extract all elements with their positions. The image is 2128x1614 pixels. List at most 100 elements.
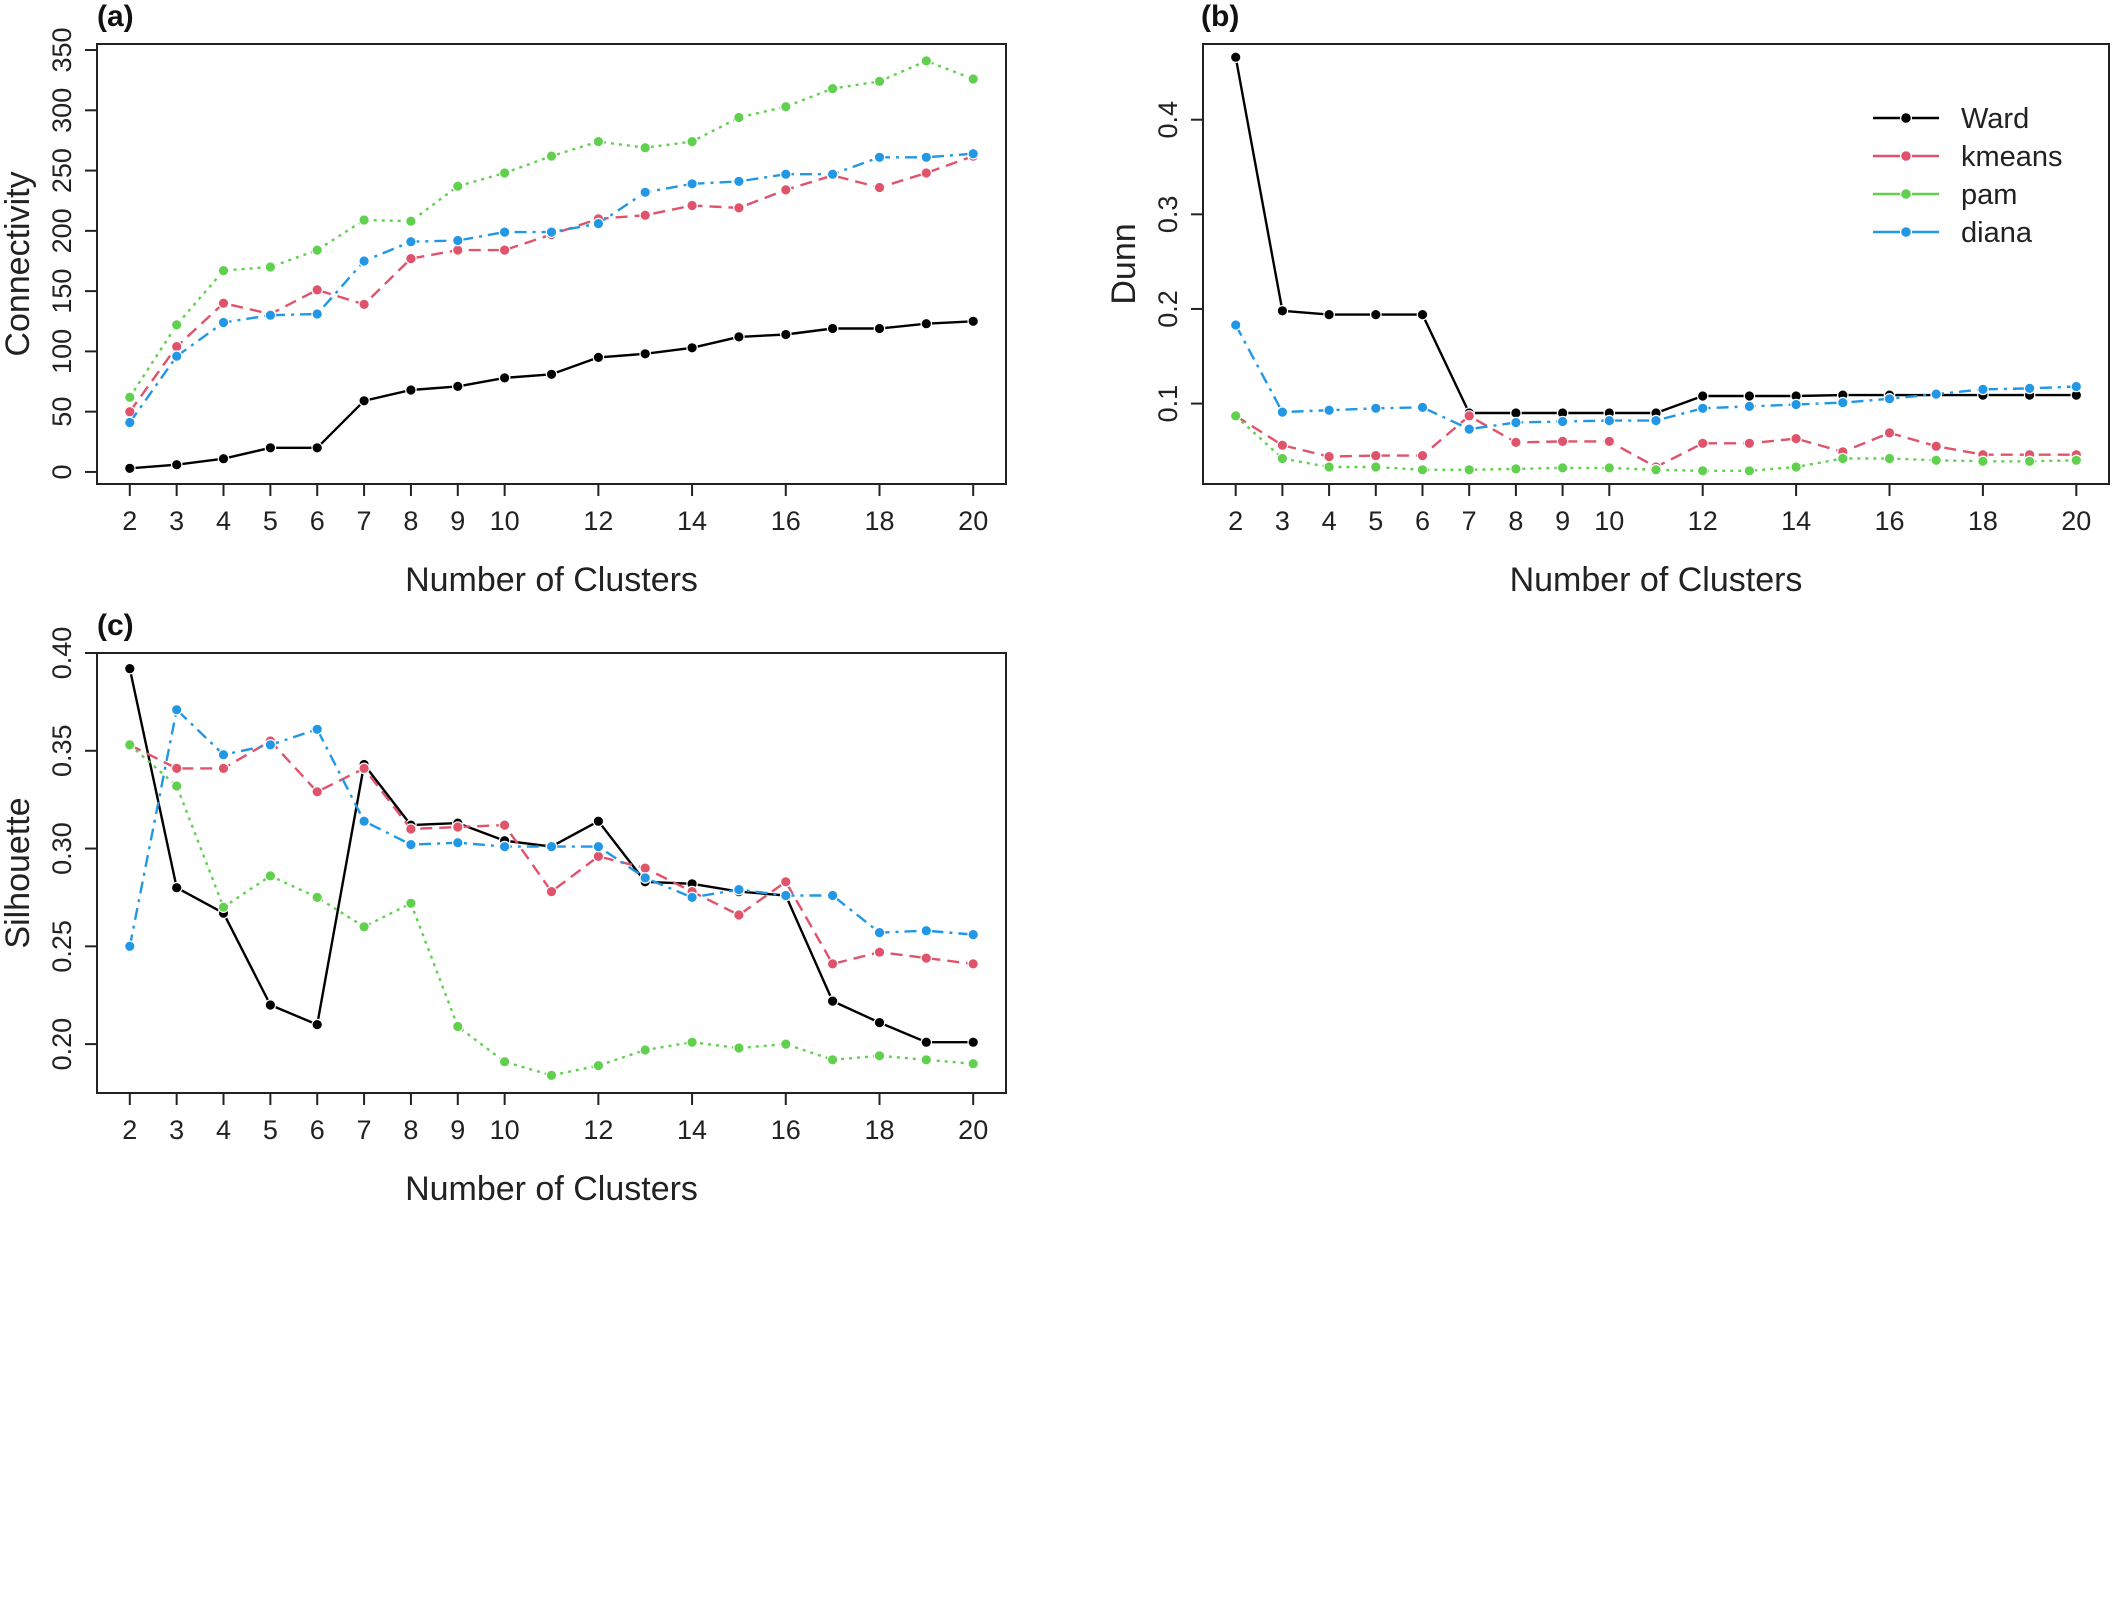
data-point (451, 836, 464, 849)
data-point (170, 340, 183, 353)
data-point (779, 168, 792, 180)
x-tick-label: 6 (310, 506, 325, 536)
y-tick-label: 0.25 (47, 920, 77, 973)
data-point (124, 940, 136, 953)
x-tick-label: 4 (216, 1115, 231, 1145)
data-point (873, 926, 886, 939)
data-point (873, 946, 886, 958)
data-point (217, 452, 230, 465)
legend-entry-pam: pam (1961, 179, 2017, 211)
data-point (217, 762, 230, 775)
data-point (311, 723, 323, 736)
legend-swatch-point (1899, 150, 1912, 163)
data-point (311, 441, 323, 454)
data-point (498, 372, 511, 384)
data-point (170, 881, 183, 894)
data-point (124, 416, 136, 429)
y-tick-label: 100 (47, 329, 77, 374)
data-point (920, 952, 933, 964)
data-point (826, 168, 839, 180)
data-point (967, 315, 979, 328)
data-point (217, 297, 230, 309)
data-point (1370, 402, 1382, 415)
series-diana (124, 703, 979, 953)
data-point (873, 75, 886, 88)
data-point (873, 151, 886, 164)
data-point (826, 322, 839, 335)
data-point (920, 317, 933, 330)
data-point (1696, 402, 1709, 415)
data-point (1416, 401, 1429, 414)
data-point (311, 284, 323, 296)
data-point (1696, 390, 1709, 402)
data-point (358, 298, 370, 311)
panel-label: (c) (97, 609, 134, 642)
x-tick-label: 14 (677, 506, 707, 536)
data-point (358, 815, 370, 827)
data-point (592, 1059, 605, 1072)
x-tick-label: 5 (263, 1115, 278, 1145)
data-point (1743, 390, 1756, 402)
data-point (686, 135, 698, 148)
x-tick-label: 2 (122, 1115, 137, 1145)
data-point (264, 739, 277, 751)
x-tick-label: 12 (583, 506, 613, 536)
data-point (170, 703, 183, 716)
data-point (311, 785, 323, 798)
chart-panel-b: (b) 2 3 4 5 6 7 8 9 10 12 14 16 18 20 0.1 0.2 0.3 0.4 Numbe… (1105, 0, 2110, 599)
data-point (686, 1036, 698, 1048)
data-point (639, 347, 651, 360)
data-point (1790, 432, 1802, 445)
x-tick-label: 9 (450, 1115, 465, 1145)
x-tick-label: 16 (771, 1115, 801, 1145)
x-tick-label: 8 (1508, 506, 1523, 536)
data-point (1603, 462, 1616, 474)
data-point (592, 217, 605, 230)
series-diana (124, 147, 979, 429)
data-point (545, 1069, 558, 1082)
data-point (264, 999, 277, 1011)
y-tick-label: 50 (47, 397, 77, 427)
series-line-ward (129, 320, 974, 470)
x-tick-label: 10 (490, 1115, 520, 1145)
x-tick-label: 6 (1415, 506, 1430, 536)
data-point (733, 111, 745, 124)
x-tick-label: 18 (864, 1115, 894, 1145)
data-point (405, 897, 417, 910)
plot-frame (96, 652, 1007, 1094)
data-point (826, 995, 839, 1007)
data-point (639, 872, 651, 884)
data-point (1510, 436, 1522, 449)
data-point (311, 244, 323, 256)
data-point (1883, 392, 1896, 405)
series-line-ward (128, 668, 974, 1044)
data-point (639, 1044, 651, 1056)
data-point (405, 384, 417, 396)
data-point (217, 901, 230, 913)
data-point (826, 82, 839, 95)
data-point (1463, 463, 1475, 476)
x-tick-label: 20 (2061, 506, 2091, 536)
data-point (920, 1036, 933, 1048)
data-point (733, 331, 745, 343)
data-point (405, 823, 417, 835)
data-point (733, 1042, 745, 1054)
data-point (451, 1020, 464, 1033)
data-point (967, 928, 979, 941)
x-tick-label: 3 (1275, 506, 1290, 536)
data-point (405, 235, 417, 248)
data-point (1650, 414, 1662, 427)
data-point (1556, 435, 1569, 448)
data-point (779, 889, 792, 902)
data-point (1323, 450, 1335, 463)
data-point (1883, 427, 1896, 439)
data-point (264, 261, 277, 273)
y-tick-label: 300 (47, 88, 77, 133)
x-tick-label: 16 (771, 506, 801, 536)
data-point (639, 186, 651, 199)
data-point (545, 368, 558, 381)
x-tick-label: 5 (1368, 506, 1383, 536)
data-point (733, 202, 745, 214)
series-pam (1229, 410, 2083, 477)
